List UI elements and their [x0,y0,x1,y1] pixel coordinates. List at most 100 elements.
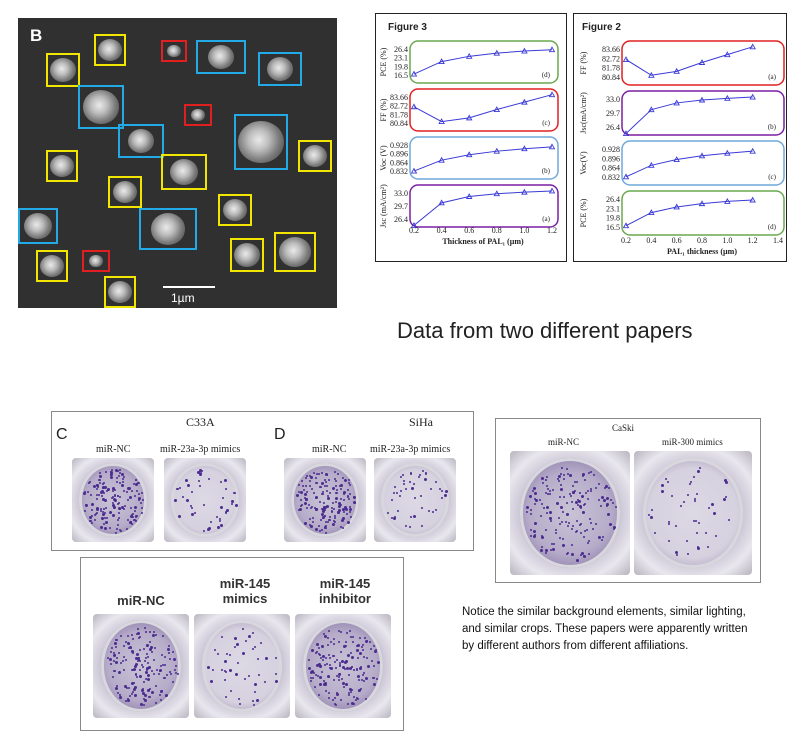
colony [198,485,201,488]
colony [91,522,94,525]
colony [160,689,163,692]
colony [583,530,586,533]
colony [601,539,604,542]
colony [668,522,671,525]
series-line [413,94,553,123]
colony [680,505,683,508]
subplot-tag: (a) [542,215,550,223]
colony [159,665,162,668]
colony [713,512,717,516]
colony [132,652,135,655]
y-axis-label: Voc(V) [579,151,588,175]
colony [423,478,427,482]
colony [340,504,343,507]
label-c-mir-nc: miR-NC [96,444,131,455]
colony [310,679,313,682]
colony [723,479,727,483]
colony [342,510,345,513]
colony [115,476,118,479]
colony [356,644,360,648]
colony [585,491,588,494]
data-point [438,118,445,125]
subplot-tag: (d) [768,223,777,231]
colony [126,686,129,689]
data-point [548,91,556,98]
colony [214,649,217,652]
colony [338,662,341,665]
colony [110,473,114,477]
y-axis-label: Voc (V) [379,145,388,171]
subplot-frame [409,88,559,132]
colony [224,669,226,672]
colony [558,474,562,478]
colony [236,661,239,664]
colony [605,485,609,489]
colony [331,487,335,491]
colony [699,466,702,469]
label-145-mimics: miR-145 mimics [219,576,271,606]
colony [331,523,335,527]
colony [155,633,158,636]
colony [116,656,119,659]
particle-box [46,53,80,87]
colony [314,497,317,500]
colony [327,496,331,500]
colony [230,502,233,505]
colony [321,654,325,658]
colony [224,487,227,490]
colony [139,659,142,662]
colony [576,503,579,506]
colony [363,680,366,683]
colony [362,673,365,676]
data-point [749,196,756,203]
colony [579,504,583,508]
colony [112,670,115,673]
colony [586,498,589,501]
colony [549,516,553,520]
colony [119,696,123,700]
colony [305,497,309,501]
colony [668,521,671,524]
colony [535,498,539,502]
data-point [521,98,528,105]
colony [207,528,211,532]
colony [420,494,423,497]
colony [98,479,101,482]
data-point [749,147,756,154]
colony [565,512,569,516]
colony [568,473,572,477]
colony [117,523,120,526]
colony [275,673,278,676]
plate-c-mimics [164,458,246,542]
colony [88,481,91,484]
colony [350,652,353,655]
particle [24,213,52,239]
colony [312,516,315,519]
colony [127,634,130,637]
colony [597,499,600,502]
plate-d-mimics [374,458,456,542]
colony [337,504,341,508]
colony [338,678,341,681]
colony [323,505,327,509]
colony [105,470,108,473]
colony [91,509,94,512]
label-caski-mimics: miR-300 mimics [662,437,723,447]
data-point [622,56,630,63]
colony [346,513,349,516]
y-tick-label: 82.72 [602,54,620,63]
label-c-mimics: miR-23a-3p mimics [160,444,241,455]
colony [689,480,692,483]
colony [342,477,344,480]
colony [230,690,233,693]
colony [587,539,590,542]
colony [140,507,143,510]
colony [318,524,321,527]
plate-145-nc [93,614,189,718]
colony [113,493,116,496]
colony [313,686,316,689]
colony [354,699,357,702]
colony [670,494,673,497]
colony [111,513,115,517]
colony [606,505,609,508]
